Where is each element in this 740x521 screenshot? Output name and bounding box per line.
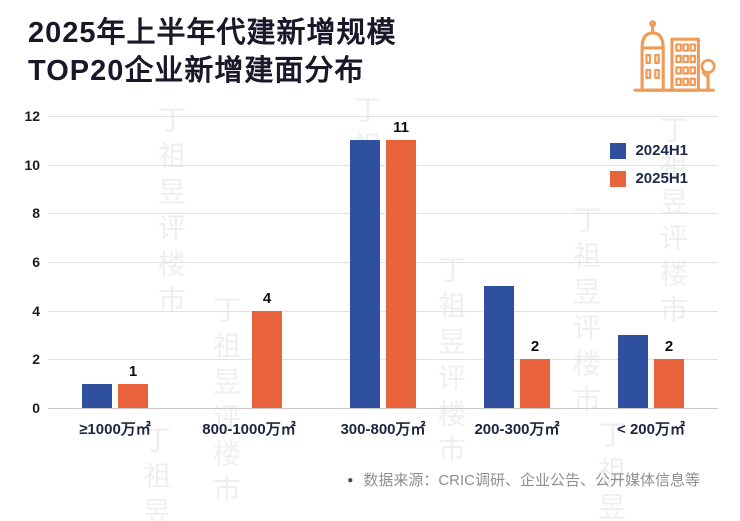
legend: 2024H1 2025H1 xyxy=(610,142,688,187)
data-label: 1 xyxy=(128,362,138,380)
bar-2025H1 xyxy=(520,359,550,408)
legend-item: 2025H1 xyxy=(610,170,688,187)
data-label: 4 xyxy=(262,289,272,307)
data-label: 2 xyxy=(664,338,674,356)
y-tick-label: 2 xyxy=(32,351,40,368)
bar-2024H1 xyxy=(82,383,112,408)
gridline xyxy=(48,310,718,312)
legend-swatch xyxy=(610,142,627,159)
gridline xyxy=(48,116,718,117)
y-tick-label: 6 xyxy=(32,254,40,270)
chart-header: 2025年上半年代建新增规模 TOP20企业新增建面分布 xyxy=(0,0,740,96)
title-line2: TOP20企业新增建面分布 xyxy=(28,55,365,88)
bar-group: 4 xyxy=(182,116,316,408)
y-tick-label: 4 xyxy=(32,302,40,319)
page-title: 2025年上半年代建新增规模 TOP20企业新增建面分布 xyxy=(28,14,397,91)
bar-groups: 1 4 11 2 2 xyxy=(48,116,718,408)
bar-chart: 2024H1 2025H1 0 2 4 6 8 10 12 1 4 11 2 2 ≥1000万㎡ 800-… xyxy=(24,108,718,439)
bar-group: 1 xyxy=(48,116,182,408)
bar-2025H1 xyxy=(118,383,148,408)
y-tick-label: 12 xyxy=(24,108,40,124)
legend-swatch xyxy=(610,170,627,187)
legend-label: 2024H1 xyxy=(635,142,688,159)
gridline xyxy=(48,164,718,166)
x-axis-labels: ≥1000万㎡ 800-1000万㎡ 300-800万㎡ 200-300万㎡ < 200… xyxy=(48,418,718,439)
y-tick-label: 10 xyxy=(24,156,40,173)
bar-2024H1 xyxy=(618,335,648,408)
bullet-icon: ● xyxy=(347,475,354,486)
legend-label: 2025H1 xyxy=(635,170,688,187)
gridline xyxy=(48,262,718,263)
y-tick-label: 0 xyxy=(32,400,40,416)
bar-group: 2 xyxy=(450,116,584,408)
gridline xyxy=(48,408,718,409)
data-label: 2 xyxy=(530,338,540,356)
bar-group: 2 xyxy=(584,116,718,408)
bar-2025H1 xyxy=(654,359,684,408)
data-label: 11 xyxy=(393,119,409,137)
bar-2025H1 xyxy=(386,140,416,408)
x-axis-label: < 200万㎡ xyxy=(617,421,685,438)
x-axis-label: 200-300万㎡ xyxy=(474,421,560,438)
source-note: ● 数据来源：CRIC调研、企业公告、公开媒体信息等 xyxy=(0,469,740,490)
y-tick-label: 8 xyxy=(32,205,40,222)
source-text: 数据来源：CRIC调研、企业公告、公开媒体信息等 xyxy=(363,472,700,489)
title-line1: 2025年上半年代建新增规模 xyxy=(28,17,397,49)
gridline xyxy=(48,213,718,215)
legend-item: 2024H1 xyxy=(610,142,688,159)
bar-2025H1 xyxy=(252,310,282,408)
x-axis-label: ≥1000万㎡ xyxy=(79,421,151,438)
bar-2024H1 xyxy=(484,286,514,408)
buildings-icon xyxy=(628,14,716,96)
bar-group: 11 xyxy=(316,116,450,408)
x-axis-label: 800-1000万㎡ xyxy=(202,421,296,438)
x-axis-label: 300-800万㎡ xyxy=(340,421,426,438)
plot-area: 2024H1 2025H1 0 2 4 6 8 10 12 1 4 11 2 2 xyxy=(24,108,718,416)
bar-2024H1 xyxy=(350,140,380,408)
gridline xyxy=(48,359,718,361)
